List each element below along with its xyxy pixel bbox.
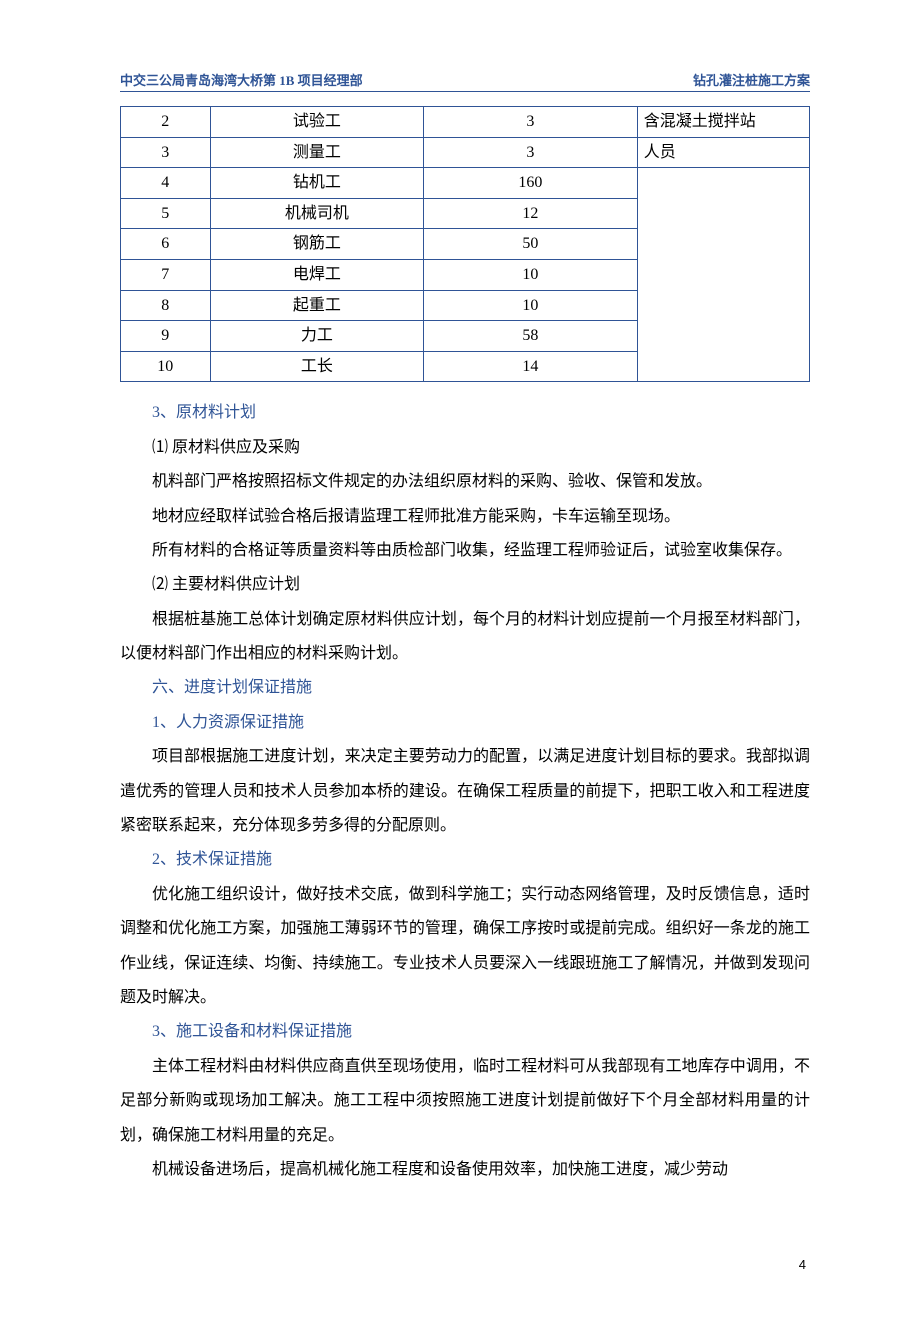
cell-index: 2 — [121, 107, 211, 138]
cell-index: 8 — [121, 290, 211, 321]
section-3-title: 3、原材料计划 — [120, 396, 810, 430]
cell-note-line2: 人员 — [637, 137, 809, 168]
cell-role: 钢筋工 — [210, 229, 424, 260]
cell-count: 160 — [424, 168, 638, 199]
para: 机料部门严格按照招标文件规定的办法组织原材料的采购、验收、保管和发放。 — [120, 465, 810, 499]
section-6-3-title: 3、施工设备和材料保证措施 — [120, 1015, 810, 1049]
cell-count: 10 — [424, 259, 638, 290]
para: 根据桩基施工总体计划确定原材料供应计划，每个月的材料计划应提前一个月报至材料部门… — [120, 603, 810, 672]
para: 项目部根据施工进度计划，来决定主要劳动力的配置，以满足进度计划目标的要求。我部拟… — [120, 740, 810, 843]
cell-count: 3 — [424, 137, 638, 168]
cell-index: 9 — [121, 321, 211, 352]
cell-role: 工长 — [210, 351, 424, 382]
header-left: 中交三公局青岛海湾大桥第 1B 项目经理部 — [120, 70, 363, 89]
cell-count: 58 — [424, 321, 638, 352]
para: 地材应经取样试验合格后报请监理工程师批准方能采购，卡车运输至现场。 — [120, 500, 810, 534]
table-row: 4 钻机工 160 — [121, 168, 810, 199]
page-header: 中交三公局青岛海湾大桥第 1B 项目经理部 钻孔灌注桩施工方案 — [120, 70, 810, 92]
cell-index: 4 — [121, 168, 211, 199]
cell-count: 10 — [424, 290, 638, 321]
table-row: 2 试验工 3 含混凝土搅拌站 — [121, 107, 810, 138]
para: 主体工程材料由材料供应商直供至现场使用，临时工程材料可从我部现有工地库存中调用，… — [120, 1050, 810, 1153]
cell-role: 测量工 — [210, 137, 424, 168]
para: ⑵ 主要材料供应计划 — [120, 568, 810, 602]
cell-role: 起重工 — [210, 290, 424, 321]
cell-role: 试验工 — [210, 107, 424, 138]
cell-count: 50 — [424, 229, 638, 260]
personnel-table: 2 试验工 3 含混凝土搅拌站 3 测量工 3 人员 4 钻机工 160 5 机… — [120, 106, 810, 382]
para: 机械设备进场后，提高机械化施工程度和设备使用效率，加快施工进度，减少劳动 — [120, 1153, 810, 1187]
cell-index: 3 — [121, 137, 211, 168]
para: 优化施工组织设计，做好技术交底，做到科学施工；实行动态网络管理，及时反馈信息，适… — [120, 878, 810, 1016]
section-6-2-title: 2、技术保证措施 — [120, 843, 810, 877]
cell-index: 10 — [121, 351, 211, 382]
cell-note-empty — [637, 168, 809, 382]
para: ⑴ 原材料供应及采购 — [120, 431, 810, 465]
page-number: 4 — [120, 1257, 810, 1272]
cell-index: 5 — [121, 198, 211, 229]
cell-index: 7 — [121, 259, 211, 290]
cell-note-line1: 含混凝土搅拌站 — [637, 107, 809, 138]
section-6-1-title: 1、人力资源保证措施 — [120, 706, 810, 740]
cell-role: 机械司机 — [210, 198, 424, 229]
cell-role: 电焊工 — [210, 259, 424, 290]
section-6-title: 六、进度计划保证措施 — [120, 671, 810, 705]
cell-count: 14 — [424, 351, 638, 382]
cell-index: 6 — [121, 229, 211, 260]
cell-role: 力工 — [210, 321, 424, 352]
header-right: 钻孔灌注桩施工方案 — [693, 70, 810, 89]
table-row: 3 测量工 3 人员 — [121, 137, 810, 168]
cell-count: 3 — [424, 107, 638, 138]
cell-role: 钻机工 — [210, 168, 424, 199]
cell-count: 12 — [424, 198, 638, 229]
para: 所有材料的合格证等质量资料等由质检部门收集，经监理工程师验证后，试验室收集保存。 — [120, 534, 810, 568]
